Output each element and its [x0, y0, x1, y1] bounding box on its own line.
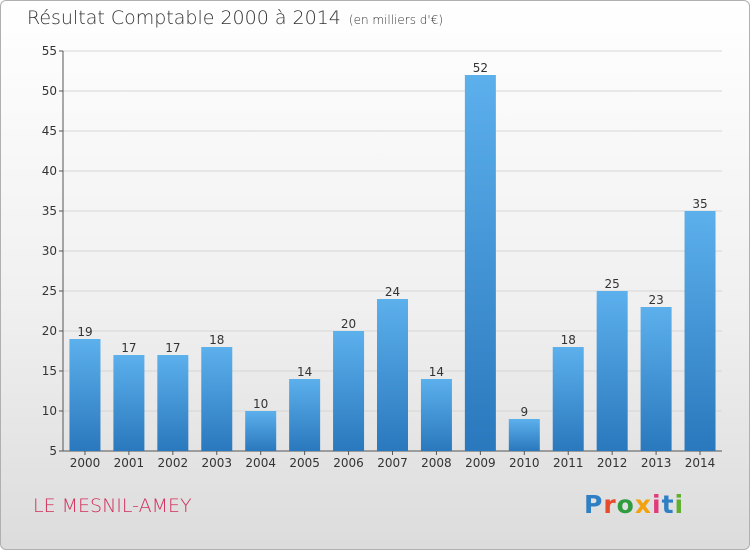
y-tick-label: 10: [42, 404, 57, 418]
data-label: 18: [561, 333, 576, 347]
data-label: 35: [692, 197, 707, 211]
chart-title: Résultat Comptable 2000 à 2014 (en millie…: [27, 7, 443, 29]
bar: [552, 347, 584, 451]
data-label: 23: [648, 293, 663, 307]
y-tick-label: 45: [42, 124, 57, 138]
y-tick-label: 20: [42, 324, 57, 338]
data-label: 9: [520, 405, 528, 419]
x-tick-label: 2008: [421, 456, 452, 470]
y-tick-label: 40: [42, 164, 57, 178]
logo-letter: i: [652, 490, 662, 519]
data-label: 10: [253, 397, 268, 411]
data-label: 52: [473, 61, 488, 75]
logo-letter: r: [603, 490, 617, 519]
data-label: 18: [209, 333, 224, 347]
y-tick-label: 35: [42, 204, 57, 218]
bar: [640, 307, 672, 451]
bar: [289, 379, 321, 451]
y-tick-label: 30: [42, 244, 57, 258]
x-tick-label: 2007: [377, 456, 408, 470]
data-label: 14: [297, 365, 312, 379]
y-tick-label: 25: [42, 284, 57, 298]
x-tick-label: 2013: [641, 456, 672, 470]
y-tick-label: 50: [42, 84, 57, 98]
x-tick-label: 2000: [70, 456, 101, 470]
bar: [157, 355, 189, 451]
y-tick-label: 15: [42, 364, 57, 378]
data-label: 14: [429, 365, 444, 379]
x-tick-label: 2009: [465, 456, 496, 470]
x-tick-label: 2004: [245, 456, 276, 470]
logo-letter: o: [616, 490, 635, 519]
bar: [684, 211, 716, 451]
data-label: 20: [341, 317, 356, 331]
chart-title-text: Résultat Comptable 2000 à 2014: [27, 7, 341, 29]
bar: [333, 331, 365, 451]
x-tick-label: 2001: [114, 456, 145, 470]
logo-letter: x: [634, 490, 652, 519]
x-tick-label: 2010: [509, 456, 540, 470]
bar: [420, 379, 452, 451]
data-label: 24: [385, 285, 400, 299]
bar: [69, 339, 101, 451]
logo-letter: t: [661, 490, 675, 519]
proxiti-logo: Proxiti: [584, 490, 684, 519]
data-label: 17: [121, 341, 136, 355]
chart-subtitle: (en milliers d'€): [348, 13, 444, 27]
x-tick-label: 2005: [289, 456, 320, 470]
x-tick-label: 2002: [158, 456, 189, 470]
commune-name: LE MESNIL-AMEY: [33, 495, 192, 517]
x-tick-label: 2012: [597, 456, 628, 470]
bar: [245, 411, 277, 451]
bar: [201, 347, 233, 451]
bar: [508, 419, 540, 451]
bar: [377, 299, 408, 451]
data-label: 19: [77, 325, 92, 339]
bar: [113, 355, 145, 451]
logo-letter: i: [674, 490, 685, 519]
y-tick-label: 5: [49, 444, 57, 458]
bar: [596, 291, 628, 451]
x-tick-label: 2014: [685, 456, 716, 470]
x-tick-label: 2006: [333, 456, 364, 470]
x-tick-label: 2003: [201, 456, 232, 470]
data-label: 25: [605, 277, 620, 291]
bar: [464, 75, 496, 451]
data-label: 17: [165, 341, 180, 355]
y-tick-label: 55: [42, 44, 57, 58]
x-tick-label: 2011: [553, 456, 584, 470]
logo-letter: P: [584, 490, 604, 519]
